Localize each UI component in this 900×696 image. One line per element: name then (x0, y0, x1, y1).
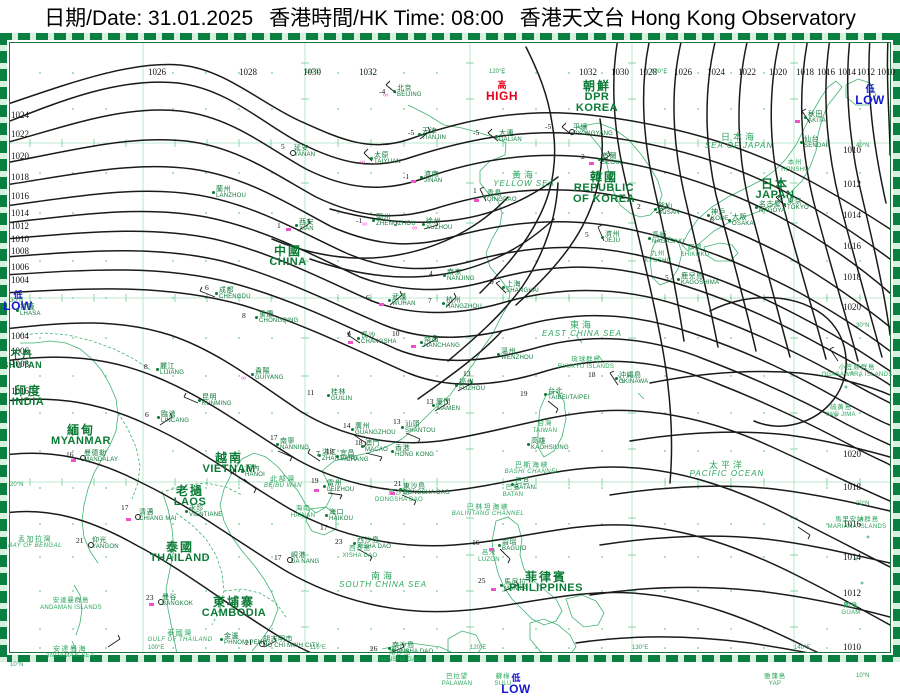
island-label-palawan: 巴拉望 PALAWAN (441, 673, 473, 687)
chart-border-top (0, 33, 900, 40)
graticule-ticks (29, 62, 861, 628)
lat-tick-right-3: 10°N (856, 673, 870, 679)
wind-barbs (107, 80, 839, 652)
pressure-system-low-3: 低 LOW (501, 673, 531, 696)
map-plot-area[interactable] (10, 43, 890, 652)
graticule-lines (10, 43, 890, 652)
pressure-system-label-en: LOW (501, 682, 531, 696)
island-name-cn: 雅蒲島 (764, 673, 786, 680)
map-graphics (10, 43, 890, 652)
island-label-sulu: 蘇祿 SULU (494, 673, 512, 687)
header-date: 日期/Date: 31.01.2025 (44, 6, 254, 30)
chart-border-left (0, 33, 7, 662)
island-name-en: PALAWAN (441, 680, 473, 687)
chart-inner-frame (9, 42, 891, 653)
chart-border-bottom (0, 655, 900, 662)
surface-weather-chart[interactable]: 1026 1028 1030 1032 1032 1030 1028 1026 1024 1022… (0, 33, 900, 695)
island-name-cn: 巴拉望 (446, 673, 468, 680)
pressure-system-label-cn: 低 (511, 673, 521, 683)
header-issuer: 香港天文台 Hong Kong Observatory (519, 6, 856, 30)
island-name-cn: 蘇祿 (495, 673, 511, 680)
lat-tick-left-2: 10°N (10, 662, 24, 668)
isobars (10, 43, 890, 652)
chart-border-right (893, 33, 900, 662)
island-label-yap: 雅蒲島 YAP (764, 673, 786, 687)
header-time: 香港時間/HK Time: 08:00 (269, 6, 504, 30)
chart-header: 日期/Date: 31.01.2025 香港時間/HK Time: 08:00 … (0, 0, 900, 33)
coastlines (19, 78, 877, 652)
island-name-en: YAP (768, 680, 782, 687)
island-name-en: SULU (494, 680, 512, 687)
graticule-dots (39, 72, 861, 649)
